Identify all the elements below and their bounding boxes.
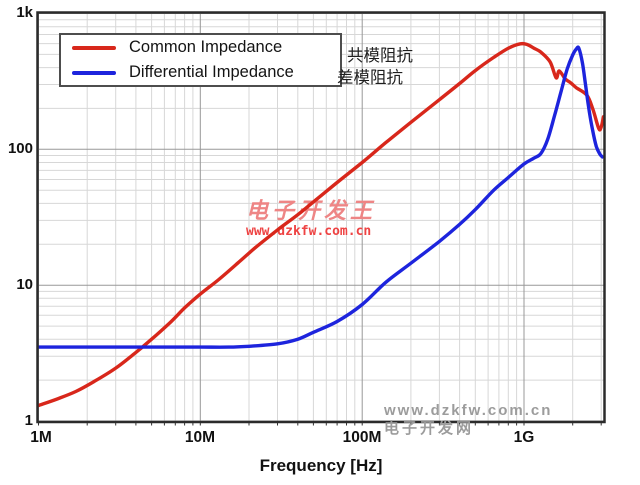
legend-label-differential-cn: 差模阻抗 xyxy=(337,69,403,87)
y-tick-100: 100 xyxy=(7,140,33,157)
y-tick-1k: 1k xyxy=(16,4,33,21)
legend: Common Impedance Differential Impedance xyxy=(59,33,342,87)
legend-item-differential: Differential Impedance xyxy=(61,62,340,84)
x-tick-100M: 100M xyxy=(342,429,382,446)
y-tick-10: 10 xyxy=(16,276,33,293)
legend-swatch-common xyxy=(72,45,116,50)
y-tick-1: 1 xyxy=(24,412,33,429)
x-tick-10M: 10M xyxy=(184,429,216,446)
x-tick-1G: 1G xyxy=(513,429,535,446)
legend-swatch-differential xyxy=(72,70,116,75)
legend-label-differential: Differential Impedance xyxy=(129,63,294,81)
legend-label-common-cn: 共模阻抗 xyxy=(347,47,413,65)
x-axis-title: Frequency [Hz] xyxy=(259,456,383,475)
x-tick-1M: 1M xyxy=(30,429,52,446)
legend-label-common: Common Impedance xyxy=(129,38,283,56)
legend-item-common: Common Impedance xyxy=(61,37,340,59)
